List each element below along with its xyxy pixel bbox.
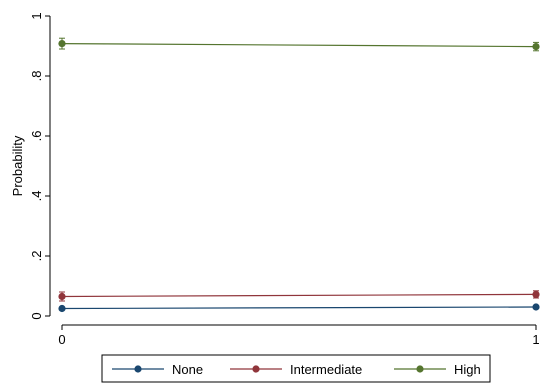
point-high — [532, 43, 540, 51]
x-tick-label: 0 — [58, 332, 65, 347]
series-group — [58, 37, 540, 313]
point-none — [58, 304, 66, 313]
point-none — [532, 303, 540, 311]
legend-label-high: High — [454, 362, 481, 377]
x-tick-label: 1 — [532, 332, 539, 347]
y-tick-label: .6 — [29, 131, 44, 142]
y-tick-label: .2 — [29, 251, 44, 262]
series-line-none — [61, 306, 537, 310]
series-line-intermediate — [61, 293, 537, 298]
point-high — [58, 40, 66, 48]
legend-marker-high — [416, 365, 424, 373]
plot-area — [50, 5, 542, 320]
legend-marker-intermediate — [252, 365, 260, 373]
y-ticks: 0 .2 .4 .6 .8 1 — [29, 12, 50, 320]
y-tick-label: 1 — [29, 12, 44, 19]
legend-marker-none — [134, 365, 142, 373]
y-axis-label: Probability — [10, 135, 25, 196]
y-tick-label: .4 — [29, 191, 44, 202]
point-intermediate — [58, 292, 66, 301]
legend-label-none: None — [172, 362, 203, 377]
series-line-high — [61, 43, 537, 48]
y-tick-label: .8 — [29, 71, 44, 82]
y-tick-label: 0 — [29, 312, 44, 319]
legend: None Intermediate High — [112, 362, 481, 377]
legend-label-intermediate: Intermediate — [290, 362, 362, 377]
point-intermediate — [532, 290, 540, 298]
